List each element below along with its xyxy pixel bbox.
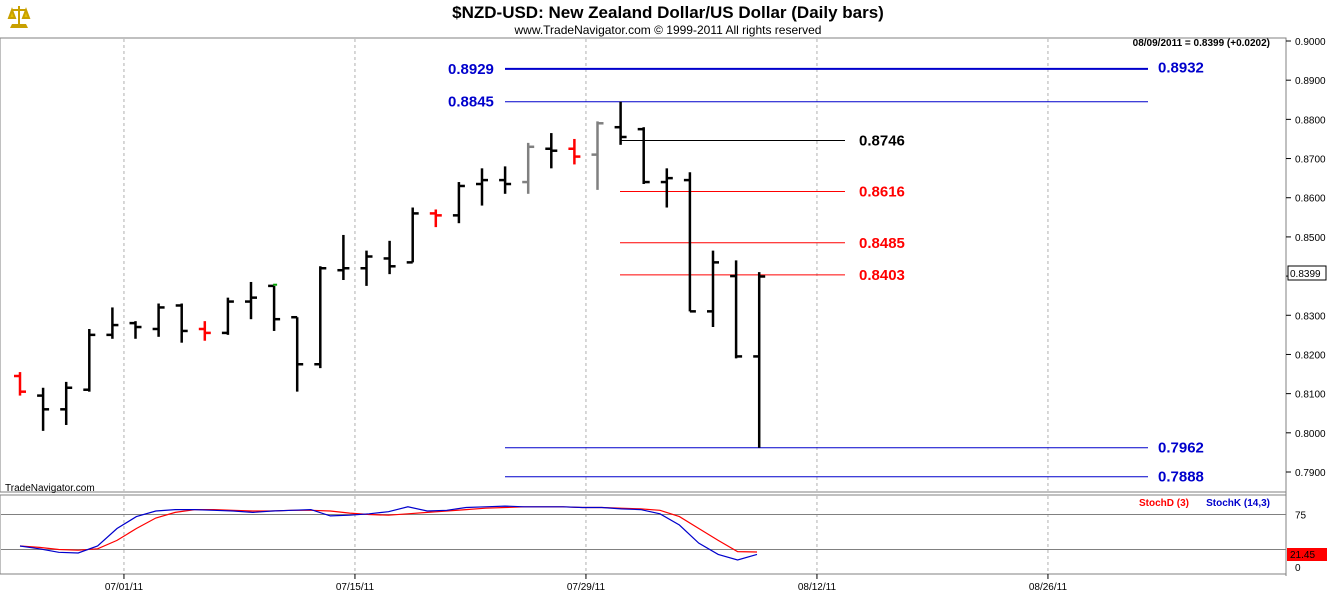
ohlc-bar bbox=[660, 168, 673, 208]
ohlc-bar bbox=[452, 182, 465, 224]
stoch-tick-label: 0 bbox=[1295, 563, 1301, 574]
date-tick-label: 08/12/11 bbox=[798, 582, 837, 593]
stoch-last-value-label: 21.45 bbox=[1290, 550, 1315, 561]
level-label: 0.8746 bbox=[859, 133, 905, 150]
ohlc-bar bbox=[637, 127, 650, 185]
stoch-series-line bbox=[19, 505, 758, 561]
ohlc-bar bbox=[383, 240, 396, 275]
last-price-tag: 0.8399 bbox=[1287, 265, 1327, 281]
ohlc-bar bbox=[60, 381, 73, 425]
ohlc-bar bbox=[360, 250, 373, 286]
date-tick-label: 07/15/11 bbox=[336, 582, 375, 593]
price-tick-label: 0.8600 bbox=[1295, 194, 1326, 205]
ohlc-bar bbox=[591, 121, 604, 190]
level-label: 0.8929 bbox=[448, 61, 494, 78]
level-label: 0.8845 bbox=[448, 94, 494, 111]
ohlc-bar bbox=[268, 284, 281, 331]
price-axis: 0.90000.89000.88000.87000.86000.85000.84… bbox=[1286, 37, 1326, 479]
price-panel-frame bbox=[0, 37, 1287, 493]
stoch-legend-d: StochD (3) bbox=[1139, 498, 1189, 509]
ohlc-bar bbox=[522, 142, 535, 194]
ohlc-bar bbox=[614, 101, 627, 145]
ohlc-bar bbox=[291, 315, 304, 392]
ohlc-bar bbox=[198, 321, 211, 341]
level-label: 0.8403 bbox=[859, 267, 905, 284]
ohlc-bar bbox=[499, 166, 512, 194]
price-readout: 08/09/2011 = 0.8399 (+0.0202) bbox=[1133, 38, 1270, 49]
price-tick-label: 0.8900 bbox=[1295, 76, 1326, 87]
ohlc-bar bbox=[476, 168, 488, 206]
ohlc-bar bbox=[568, 138, 581, 165]
price-tick-label: 0.8200 bbox=[1295, 350, 1326, 361]
logo-icon bbox=[4, 2, 34, 32]
price-tick-label: 0.8700 bbox=[1295, 155, 1326, 166]
ohlc-bar bbox=[683, 172, 696, 313]
ohlc-bar bbox=[83, 328, 96, 392]
level-lines: 0.8929 0.8932 0.8845 0.8746 0.8616 0.8485 0.84… bbox=[448, 60, 1204, 486]
ohlc-bar bbox=[106, 307, 119, 339]
price-tick-label: 0.8100 bbox=[1295, 390, 1326, 401]
stoch-series-line bbox=[19, 506, 758, 553]
ohlc-bar bbox=[129, 321, 142, 339]
brand-label: TradeNavigator.com bbox=[5, 483, 95, 494]
date-tick-label: 07/01/11 bbox=[105, 582, 144, 593]
chart-title: $NZD-USD: New Zealand Dollar/US Dollar (… bbox=[452, 3, 884, 22]
price-bars bbox=[14, 101, 766, 448]
price-tick-label: 0.9000 bbox=[1295, 37, 1326, 48]
level-label: 0.8485 bbox=[859, 235, 905, 252]
price-tick-label: 0.8800 bbox=[1295, 115, 1326, 126]
date-axis: 07/01/11 07/15/11 07/29/11 08/12/11 08/26/11 bbox=[105, 574, 1068, 593]
ohlc-bar bbox=[753, 272, 766, 448]
stoch-tick-label: 75 bbox=[1295, 511, 1307, 522]
chart-subtitle: www.TradeNavigator.com © 1999-2011 All r… bbox=[514, 23, 822, 37]
ohlc-bar bbox=[152, 303, 165, 337]
grid bbox=[123, 39, 1049, 573]
ohlc-bar bbox=[14, 372, 26, 396]
ohlc-bar bbox=[730, 260, 743, 359]
ohlc-bar bbox=[314, 266, 327, 369]
ohlc-bar bbox=[245, 281, 257, 320]
ohlc-bar bbox=[707, 250, 719, 328]
stoch-last-value-tag: 21.45 bbox=[1287, 548, 1327, 561]
stoch-last-value-bg bbox=[1287, 548, 1327, 561]
price-tick-label: 0.8500 bbox=[1295, 233, 1326, 244]
last-price-label: 0.8399 bbox=[1290, 269, 1321, 280]
ohlc-bar bbox=[337, 234, 350, 281]
price-tick-label: 0.8300 bbox=[1295, 311, 1326, 322]
level-label: 0.7962 bbox=[1158, 440, 1204, 457]
ohlc-bar bbox=[406, 207, 419, 264]
date-tick-label: 07/29/11 bbox=[567, 582, 606, 593]
stoch-panel-frame bbox=[0, 494, 1287, 575]
ohlc-bar bbox=[221, 297, 234, 335]
ohlc-bar bbox=[429, 209, 442, 228]
level-label: 0.8616 bbox=[859, 183, 905, 200]
stoch-legend-k: StochK (14,3) bbox=[1206, 498, 1270, 509]
ohlc-bar bbox=[545, 133, 558, 169]
price-tick-label: 0.8000 bbox=[1295, 429, 1326, 440]
price-tick-label: 0.7900 bbox=[1295, 468, 1326, 479]
stochastic-panel: 75 0 StochD (3) StochK (14,3) 21.45 bbox=[1, 498, 1327, 574]
ohlc-bar bbox=[175, 303, 188, 343]
level-label: 0.7888 bbox=[1158, 469, 1204, 486]
level-label: 0.8932 bbox=[1158, 60, 1204, 77]
date-tick-label: 08/26/11 bbox=[1029, 582, 1068, 593]
ohlc-bar bbox=[37, 387, 50, 431]
